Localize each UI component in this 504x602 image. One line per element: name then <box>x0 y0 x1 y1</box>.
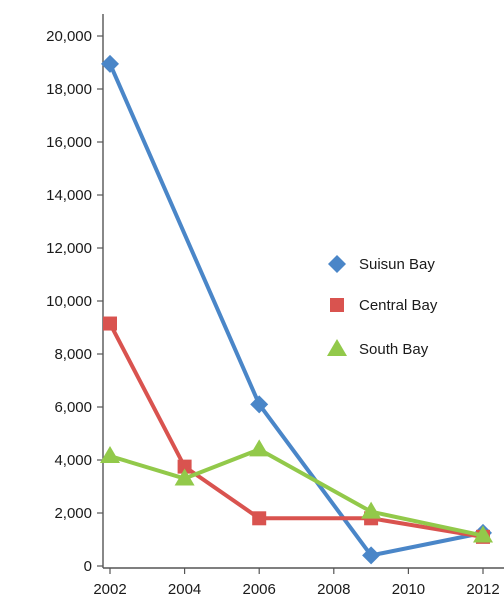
y-tick-label: 10,000 <box>46 293 92 310</box>
legend-marker-central-bay <box>330 298 344 312</box>
x-tick-label: 2012 <box>466 581 499 598</box>
data-point-central-bay <box>177 459 192 474</box>
y-tick-label: 12,000 <box>46 240 92 257</box>
y-tick-label: 16,000 <box>46 134 92 151</box>
x-tick-label: 2006 <box>243 581 276 598</box>
data-point-suisun-bay <box>250 395 269 414</box>
series-group <box>100 54 493 565</box>
data-point-south-bay <box>249 439 270 457</box>
y-tick-label: 20,000 <box>46 28 92 45</box>
series-central-bay <box>103 316 490 544</box>
y-tick-label: 8,000 <box>54 346 92 363</box>
data-point-suisun-bay <box>362 546 381 565</box>
legend: Suisun Bay Central Bay South Bay <box>327 255 438 358</box>
data-point-central-bay <box>252 511 267 526</box>
y-tick-label: 4,000 <box>54 452 92 469</box>
series-south-bay <box>100 439 493 543</box>
legend-label-central-bay: Central Bay <box>359 297 438 314</box>
y-axis-ticks: 0 2,000 4,000 6,000 8,000 10,000 12,000 14,000 1… <box>46 28 103 575</box>
data-point-south-bay <box>100 446 120 464</box>
series-line-south-bay <box>108 447 485 538</box>
y-tick-label: 6,000 <box>54 399 92 416</box>
legend-label-suisun-bay: Suisun Bay <box>359 256 435 273</box>
y-tick-label: 2,000 <box>54 505 92 522</box>
legend-marker-suisun-bay <box>328 255 346 273</box>
y-tick-label: 14,000 <box>46 187 92 204</box>
data-point-south-bay <box>174 468 195 486</box>
y-tick-label: 0 <box>84 558 92 575</box>
y-tick-label: 18,000 <box>46 81 92 98</box>
x-tick-label: 2004 <box>168 581 201 598</box>
x-axis-ticks: 2002 2004 2006 2008 2010 2012 <box>93 568 500 598</box>
x-tick-label: 2008 <box>317 581 350 598</box>
legend-label-south-bay: South Bay <box>359 341 429 358</box>
data-point-south-bay <box>361 501 382 519</box>
data-point-central-bay <box>103 316 117 331</box>
data-point-suisun-bay <box>101 54 119 73</box>
data-point-south-bay <box>473 525 493 543</box>
x-tick-label: 2010 <box>392 581 425 598</box>
legend-marker-south-bay <box>327 339 347 356</box>
x-tick-label: 2002 <box>93 581 126 598</box>
